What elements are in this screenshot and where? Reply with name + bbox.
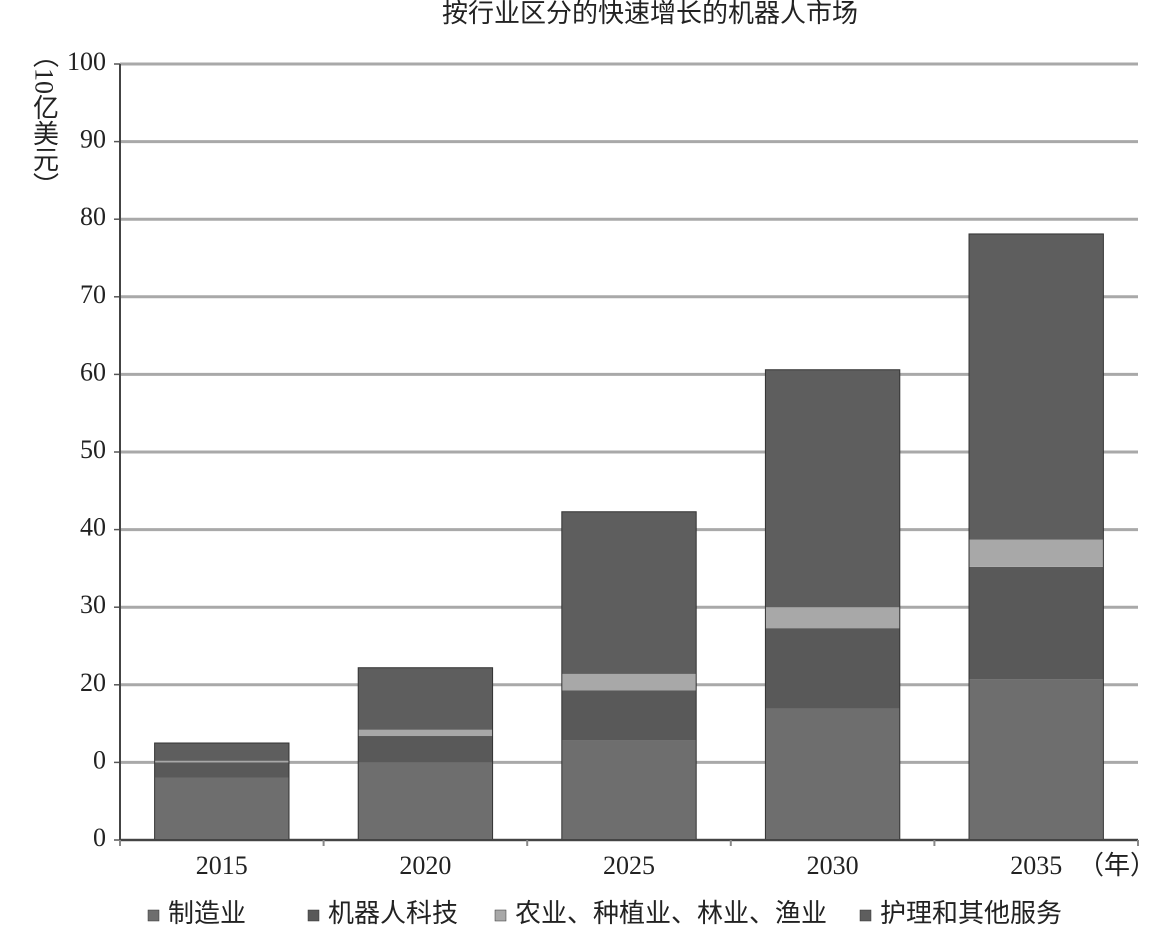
bar-segment <box>561 740 697 840</box>
x-tick-label: 2015 <box>196 851 248 880</box>
bar-segment <box>154 762 289 778</box>
legend-marker <box>147 909 160 922</box>
bar-segment <box>358 729 493 737</box>
y-tick-label: 40 <box>80 513 106 542</box>
y-tick-label: 20 <box>80 668 106 697</box>
y-tick-label: 100 <box>67 47 106 76</box>
legend-label: 机器人科技 <box>328 899 458 928</box>
bar-segment <box>561 673 697 691</box>
bar-segment <box>154 743 289 761</box>
x-tick-label: 2035 <box>1010 851 1062 880</box>
x-tick-label: 2020 <box>399 851 451 880</box>
bar-segment <box>765 628 900 709</box>
y-axis-label: （10亿美元） <box>30 42 59 198</box>
y-tick-label: 90 <box>80 125 106 154</box>
bar-segment <box>154 760 289 763</box>
y-tick-label: 50 <box>80 435 106 464</box>
bar-segment <box>969 566 1104 680</box>
legend-label: 制造业 <box>168 899 246 928</box>
y-tick-label: 30 <box>80 590 106 619</box>
bar-segment <box>969 233 1104 540</box>
y-tick-label: 0 <box>93 823 106 852</box>
y-tick-label: 0 <box>93 745 106 774</box>
bar-segment <box>765 369 900 608</box>
legend-marker <box>859 909 872 922</box>
legend-marker <box>494 909 507 922</box>
x-axis-unit: （年） <box>1078 851 1156 880</box>
legend-marker <box>307 909 320 922</box>
bar-segment <box>561 511 697 674</box>
legend-label: 护理和其他服务 <box>880 899 1062 928</box>
bar-segment <box>969 539 1104 567</box>
x-tick-label: 2030 <box>807 851 859 880</box>
bar-segment <box>765 708 900 840</box>
bar-segment <box>969 679 1104 840</box>
bar-segment <box>358 736 493 763</box>
bar-segment <box>154 777 289 840</box>
bar-segment <box>765 607 900 629</box>
y-tick-label: 60 <box>80 357 106 386</box>
bar-segment <box>561 690 697 741</box>
bar-segment <box>358 667 493 730</box>
x-tick-label: 2025 <box>603 851 655 880</box>
y-tick-label: 80 <box>80 202 106 231</box>
bar-segment <box>358 762 493 840</box>
legend-label: 农业、种植业、林业、渔业 <box>515 899 827 928</box>
y-tick-label: 70 <box>80 280 106 309</box>
chart-title: 按行业区分的快速增长的机器人市场 <box>442 0 858 28</box>
